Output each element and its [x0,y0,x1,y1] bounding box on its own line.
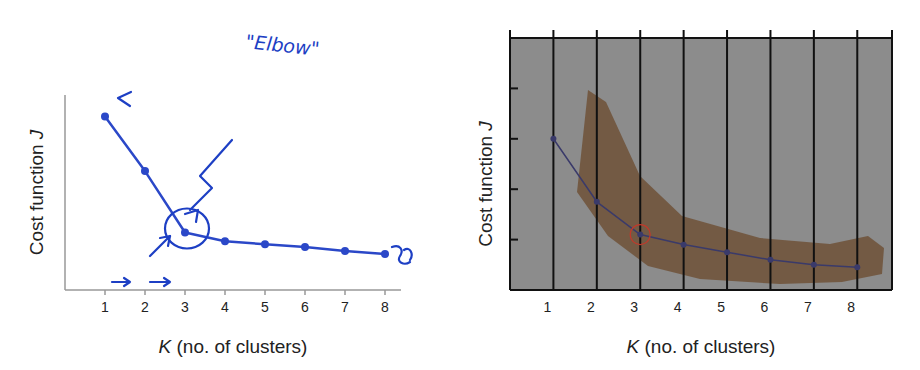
label-part: Cost [475,202,496,246]
x-tick [144,290,146,295]
y-axis-label: Cost function J [26,129,47,255]
x-tick-label: 1 [101,299,109,315]
label-part: of [683,336,704,357]
grid-line [769,30,771,290]
annotation: "Elbow" [245,30,321,60]
elbow-highlight [630,225,650,245]
scribble [392,246,412,263]
point [637,232,643,238]
grid-line [596,30,598,290]
x-tick-label: 1 [544,299,552,315]
grid-line [683,30,685,290]
frame-right [891,30,893,290]
point [341,247,349,255]
x-tick [104,290,106,295]
data-group [550,136,860,271]
point [550,136,556,142]
y-tick [510,188,518,190]
point [141,167,149,175]
chart: 1 2 3 4 5 6 7 8 K (no. of clusters) Cost function… [475,30,892,357]
x-tick-label: 2 [141,299,149,315]
point [301,243,309,251]
frame-top [510,37,892,39]
x-tick-label: 5 [261,299,269,315]
x-tick-label: 7 [804,299,812,315]
x-axis-label: K (no. of clusters) [159,336,308,357]
label-part: (no. [177,336,215,357]
y-tick [510,87,518,89]
point [854,264,860,270]
arrow-right-2 [150,278,170,286]
point [594,199,600,205]
label-part: K [627,336,645,357]
arm-picture [577,90,884,284]
label-part: function [475,131,496,203]
x-tick-label: 6 [301,299,309,315]
point [724,249,730,255]
label-part: K [159,336,177,357]
point [181,228,189,236]
label-part: (no. [645,336,683,357]
arrow-k1 [118,92,131,106]
x-tick-label: 3 [181,299,189,315]
x-tick-label: 5 [717,299,725,315]
x-axis [65,289,401,291]
series-line [105,116,385,254]
x-axis [510,289,892,291]
x-tick [344,290,346,295]
point [221,237,229,245]
x-tick-label: 3 [630,299,638,315]
x-tick [304,290,306,295]
grid-line [639,30,641,290]
x-tick [184,290,186,295]
y-tick [510,138,518,140]
elbow-circle [165,208,209,248]
label-part: clusters) [236,336,308,357]
y-axis [64,95,66,290]
label-part: J [26,129,47,140]
label-part: of [215,336,236,357]
x-tick-label: 7 [341,299,349,315]
grid-line [552,30,554,290]
x-tick-label: 2 [587,299,595,315]
x-axis-label: K (no. of clusters) [627,336,776,357]
x-tick-label: 8 [381,299,389,315]
point [381,250,389,258]
x-tick-label: 4 [674,299,682,315]
point [681,242,687,248]
y-tick [510,239,518,241]
elbow-pointer [190,140,232,210]
chart: 1 2 3 4 5 6 7 8 K (no. of clusters) Cost function… [26,30,412,357]
arrow-up [150,236,170,256]
grid-line [856,30,858,290]
plot-background [510,38,892,290]
x-tick [384,290,386,295]
point [767,257,773,263]
arrow-up-head [160,236,170,246]
label-part: J [475,121,496,132]
y-axis-label: Cost function J [475,121,496,247]
x-tick-label: 6 [761,299,769,315]
point [261,240,269,248]
figure: 1 2 3 4 5 6 7 8 K (no. of clusters) Cost function… [0,0,920,370]
grid-line [813,30,815,290]
point [101,112,109,120]
y-axis [509,30,511,290]
x-tick [224,290,226,295]
label-part: function [26,139,47,211]
x-tick-label: 4 [221,299,229,315]
series-line [553,139,857,267]
x-tick [264,290,266,295]
label-part: clusters) [704,336,776,357]
label-part: Cost [26,211,47,255]
data-group [101,112,389,257]
point [811,262,817,268]
arrow-right-1 [112,278,130,286]
elbow-pointer-head [185,210,198,222]
x-tick-label: 8 [847,299,855,315]
